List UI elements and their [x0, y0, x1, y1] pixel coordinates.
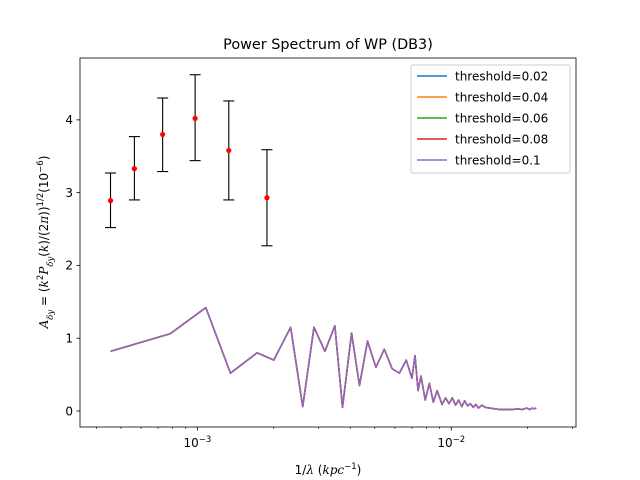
x-tick-label-2: 10−2 — [437, 435, 465, 450]
errorbar-2 — [128, 136, 140, 201]
errorbar-point — [131, 166, 137, 172]
errorbar-point — [192, 115, 198, 122]
y-tick-label-1: 0 — [65, 404, 73, 418]
errorbar-point — [264, 195, 270, 201]
y-tick-label-3: 2 — [65, 259, 73, 273]
chart-title: Power Spectrum of WP (DB3) — [223, 37, 433, 53]
legend-box — [410, 64, 571, 174]
legend-item-3: threshold=0.06 — [417, 111, 548, 125]
errorbar-point — [107, 198, 114, 204]
legend-label: threshold=0.02 — [455, 69, 548, 83]
x-tick-label-1: 10−3 — [183, 435, 211, 450]
errorbar-6 — [261, 149, 273, 247]
errorbar-3 — [157, 97, 169, 173]
y-tick-label-4: 3 — [65, 186, 73, 200]
y-axis: 0 1 2 3 4 — [65, 113, 80, 418]
legend: threshold=0.02 threshold=0.04 threshold=0.… — [410, 64, 571, 174]
axes-frame — [79, 57, 577, 428]
x-axis-label: 1/λ (kpc−1) — [295, 462, 362, 477]
errorbar-point — [160, 131, 166, 138]
plot-area — [105, 74, 537, 411]
legend-item-2: threshold=0.04 — [417, 90, 548, 104]
errorbar-point — [226, 147, 232, 154]
errorbar-1 — [105, 172, 117, 229]
y-tick-label-5: 4 — [65, 113, 73, 127]
legend-item-5: threshold=0.1 — [417, 153, 541, 167]
legend-item-4: threshold=0.08 — [417, 132, 548, 146]
legend-item-1: threshold=0.02 — [417, 69, 548, 83]
legend-label: threshold=0.04 — [455, 90, 548, 104]
series-line-5 — [110, 306, 537, 411]
legend-label: threshold=0.08 — [455, 132, 548, 146]
errorbar-5 — [223, 100, 235, 201]
y-tick-label-2: 1 — [65, 332, 73, 346]
legend-label: threshold=0.1 — [455, 153, 541, 167]
legend-label: threshold=0.06 — [455, 111, 548, 125]
errorbar-4 — [189, 74, 201, 162]
x-axis: 10−3 10−2 — [96, 427, 573, 450]
